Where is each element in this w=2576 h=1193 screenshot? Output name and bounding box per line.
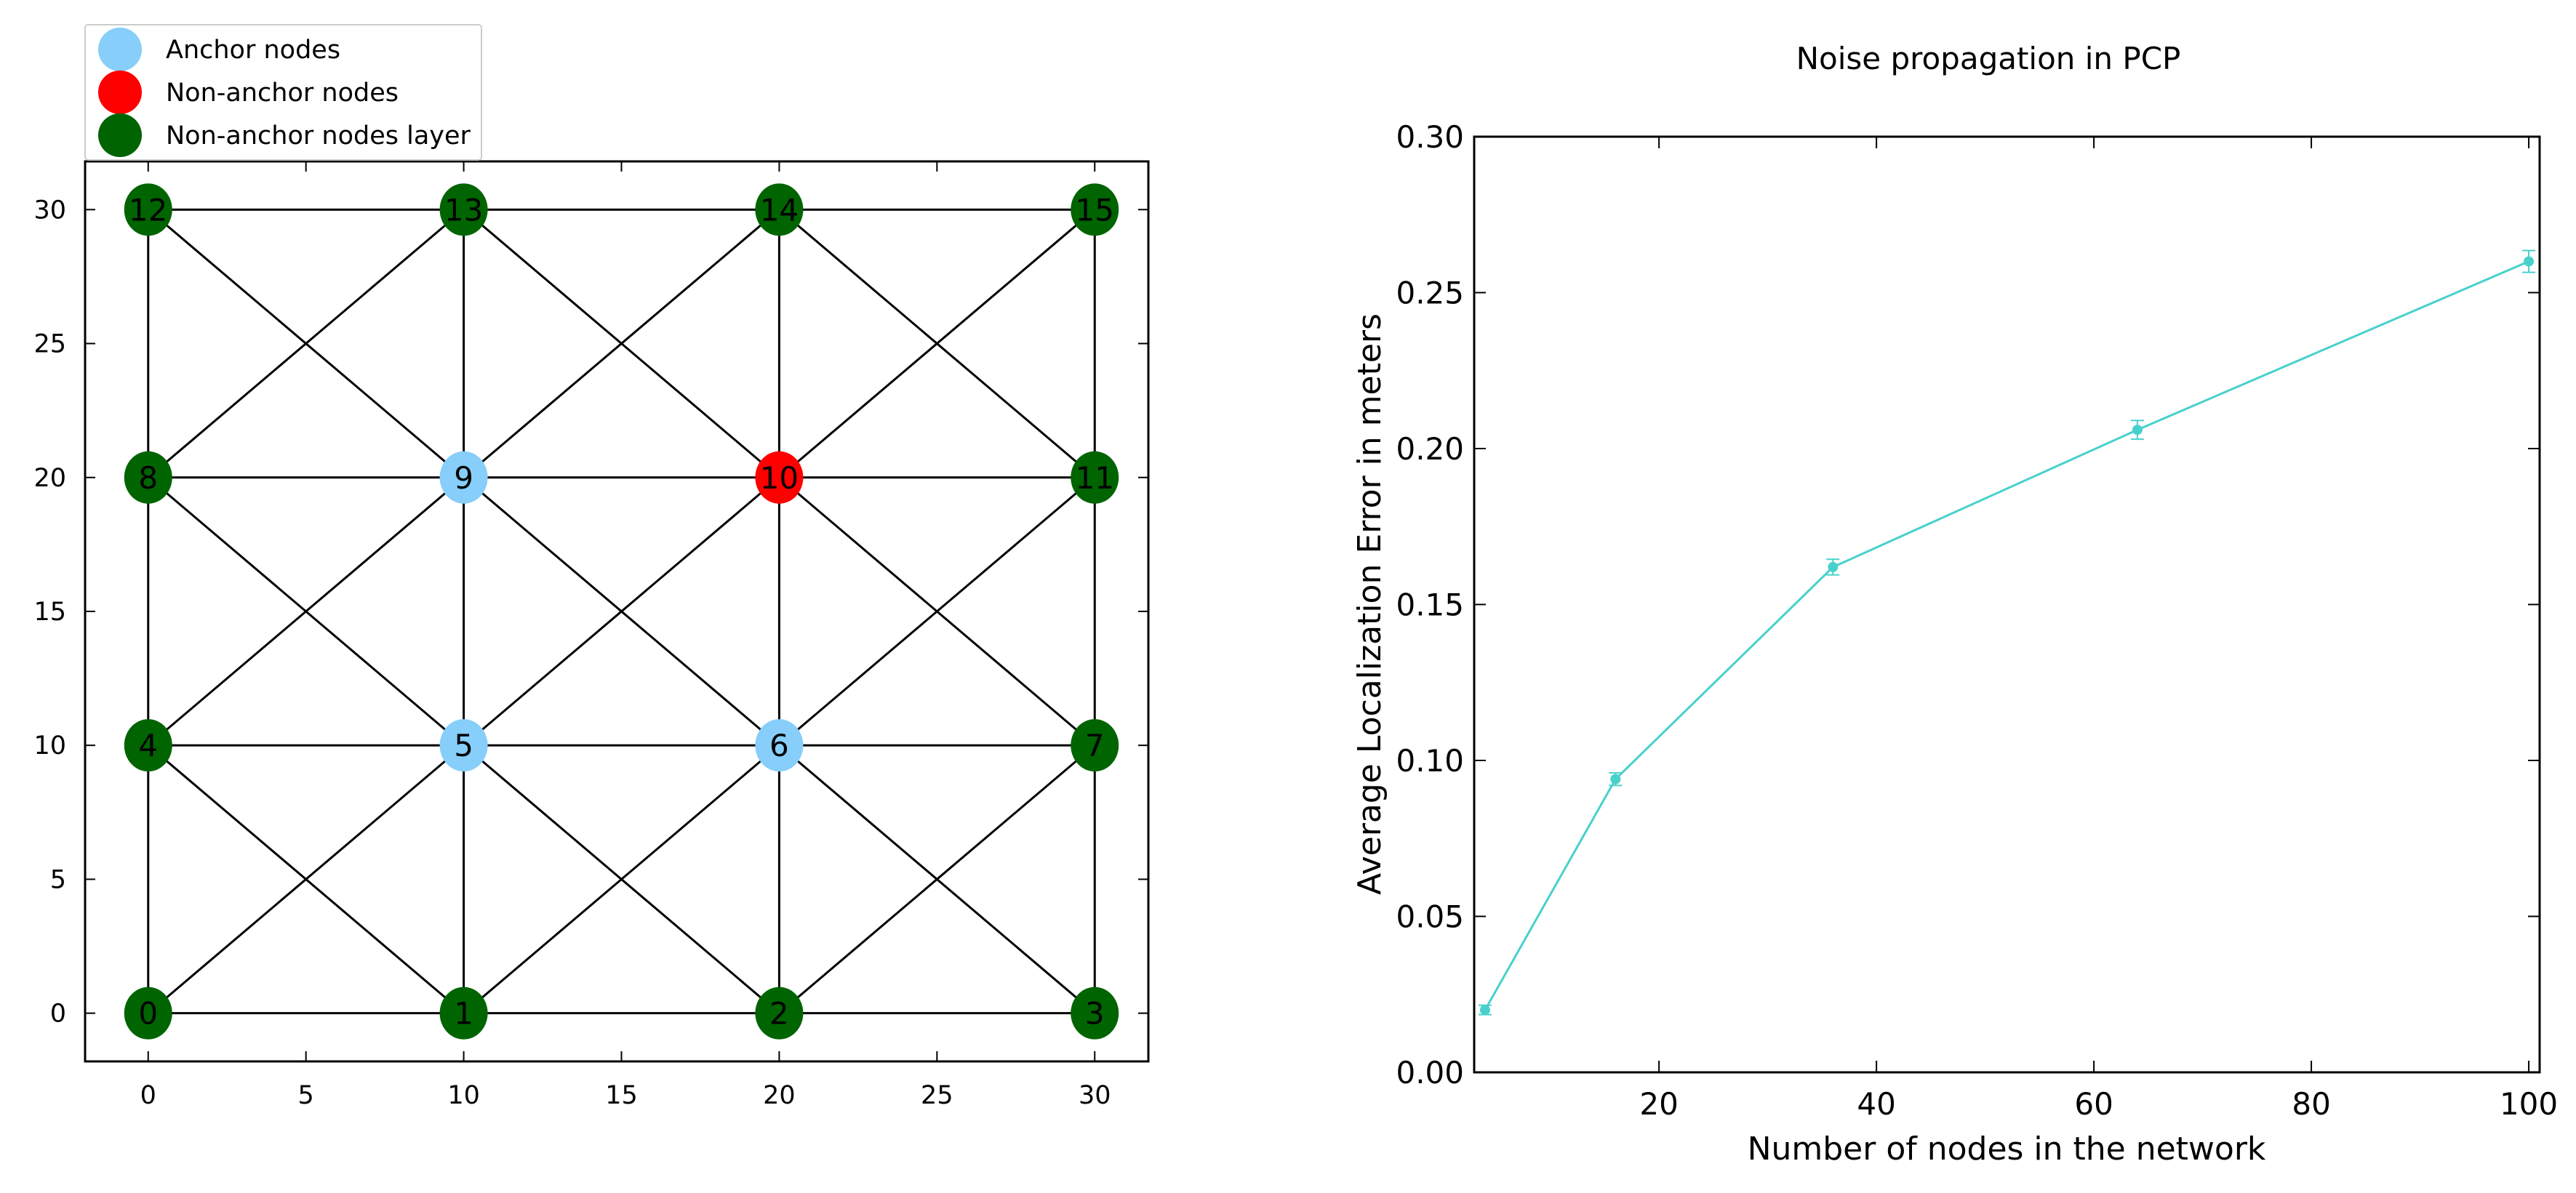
graph-x-tick-label: 30 — [1079, 1081, 1111, 1110]
graph-legend: Anchor nodes Non-anchor nodes Non-anchor… — [84, 24, 482, 161]
line-chart-plot-frame — [1473, 135, 2541, 1074]
line-chart-point — [1479, 1005, 1490, 1016]
graph-node-label: 1 — [454, 996, 473, 1032]
graph-node — [124, 987, 172, 1040]
graph-x-ticks: 0 5 10 15 20 25 30 — [140, 161, 1111, 1110]
graph-node-label: 15 — [1076, 192, 1114, 228]
graph-node — [1071, 719, 1119, 772]
line-chart-x-label: Number of nodes in the network — [1748, 1130, 2266, 1168]
graph-plot-frame — [84, 160, 1150, 1063]
graph-edge — [463, 209, 780, 478]
line-chart-x-tick-label: 20 — [1639, 1086, 1678, 1122]
graph-node-label: 10 — [760, 460, 799, 496]
graph-x-tick-label: 0 — [140, 1081, 156, 1110]
legend-marker-non-anchor — [98, 71, 142, 114]
graph-node-label: 13 — [444, 192, 483, 228]
graph-x-tick-label: 20 — [763, 1081, 796, 1110]
legend-frame — [84, 24, 482, 161]
graph-x-tick-label: 25 — [921, 1081, 953, 1110]
line-chart-title: Noise propagation in PCP — [1796, 41, 2181, 76]
graph-node-label: 2 — [769, 996, 789, 1032]
graph-y-tick-label: 30 — [33, 196, 66, 225]
graph-x-tick-label: 15 — [605, 1081, 638, 1110]
line-chart-y-tick-label: 0.05 — [1396, 899, 1464, 935]
graph-y-tick-label: 15 — [33, 598, 66, 627]
graph-node-label: 8 — [138, 460, 158, 496]
graph-edges — [147, 208, 1096, 1015]
line-chart-y-tick-label: 0.10 — [1396, 743, 1464, 779]
line-chart-point — [1610, 774, 1621, 784]
line-chart-x-tick-label: 60 — [2074, 1086, 2113, 1122]
line-chart-point — [2524, 256, 2535, 267]
graph-edge — [778, 209, 1096, 478]
graph-node — [439, 719, 488, 772]
graph-node-label: 11 — [1076, 460, 1114, 496]
graph-node-label: 5 — [454, 728, 473, 763]
graph-node — [439, 451, 488, 504]
graph-node-label: 9 — [454, 460, 473, 496]
graph-node — [124, 183, 172, 236]
line-chart-y-ticks: 0.00 0.05 0.10 0.15 0.20 0.25 0.30 — [1396, 119, 2540, 1090]
legend-marker-anchor — [98, 28, 142, 71]
graph-node — [755, 183, 804, 236]
graph-edge — [147, 476, 465, 747]
legend-label-non-anchor-layer: Non-anchor nodes layer — [166, 121, 471, 150]
graph-y-tick-label: 25 — [33, 330, 66, 359]
line-chart-series-line — [1484, 260, 2529, 1011]
line-chart-x-tick-label: 80 — [2292, 1086, 2330, 1122]
graph-node — [439, 987, 488, 1040]
graph-node — [124, 719, 172, 772]
graph-node — [755, 987, 804, 1040]
graph-node-label: 6 — [769, 728, 789, 763]
graph-node-label: 4 — [138, 728, 158, 763]
line-chart-x-tick-label: 40 — [1857, 1086, 1895, 1122]
line-chart-y-tick-label: 0.15 — [1396, 587, 1464, 623]
graph-node — [1071, 183, 1119, 236]
line-chart-y-tick-label: 0.25 — [1396, 276, 1464, 311]
graph-node-label: 3 — [1085, 996, 1105, 1032]
graph-node — [1071, 451, 1119, 504]
graph-y-tick-label: 10 — [33, 731, 66, 760]
graph-edge — [778, 476, 1096, 747]
legend-label-anchor: Anchor nodes — [166, 36, 340, 65]
line-chart-series — [1478, 249, 2536, 1016]
graph-node — [1071, 987, 1119, 1040]
graph-y-tick-label: 20 — [33, 464, 66, 493]
graph-x-tick-label: 5 — [298, 1081, 314, 1110]
line-chart-y-tick-label: 0.00 — [1396, 1055, 1464, 1090]
graph-node — [124, 451, 172, 504]
line-chart-panel: Noise propagation in PCP 20 40 60 80 100 0.0… — [1351, 41, 2558, 1168]
graph-node-label: 0 — [138, 996, 158, 1032]
line-chart-y-tick-label: 0.20 — [1396, 431, 1464, 467]
graph-x-tick-label: 10 — [447, 1081, 480, 1110]
line-chart-x-tick-label: 100 — [2500, 1086, 2558, 1122]
graph-node-label: 14 — [760, 192, 799, 228]
line-chart-point — [1828, 562, 1839, 573]
graph-edge — [147, 744, 465, 1014]
graph-edge — [463, 744, 780, 1014]
graph-node — [755, 719, 804, 772]
line-chart-x-ticks: 20 40 60 80 100 — [1639, 137, 2558, 1122]
legend-marker-non-anchor-layer — [98, 113, 142, 157]
graph-node-label: 7 — [1085, 728, 1105, 763]
graph-edge — [463, 476, 780, 747]
legend-label-non-anchor: Non-anchor nodes — [166, 79, 399, 108]
graph-edge — [778, 744, 1096, 1014]
line-chart-y-label: Average Localization Error in meters — [1351, 313, 1388, 895]
line-chart-point — [2132, 425, 2143, 435]
graph-node — [439, 183, 488, 236]
graph-node — [755, 451, 804, 504]
line-chart-y-tick-label: 0.30 — [1396, 119, 1464, 155]
graph-y-tick-label: 5 — [50, 865, 66, 894]
graph-y-tick-label: 0 — [50, 1000, 66, 1029]
graph-edge — [147, 209, 465, 478]
graph-node-label: 12 — [129, 192, 167, 228]
